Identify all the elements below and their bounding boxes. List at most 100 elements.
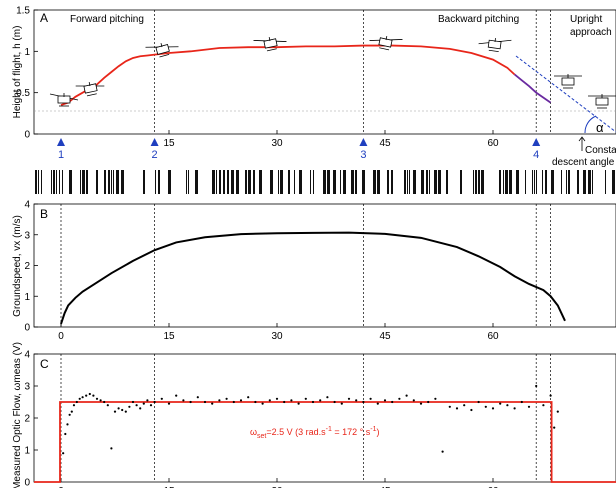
strip-bar <box>426 170 428 194</box>
strip-bar <box>460 170 462 194</box>
optic-flow-point <box>283 400 286 404</box>
panel-c-points <box>62 384 559 455</box>
y-tick-label: 3 <box>24 382 30 393</box>
drone-icon <box>145 43 179 58</box>
optic-flow-point <box>369 397 372 400</box>
strip-bar <box>592 170 593 194</box>
panel-c-axis-ticks: 0 1 2 3 4 0 15 30 45 60 <box>24 350 499 488</box>
panel-a-event-lines <box>154 10 551 134</box>
y-tick-label: 4 <box>24 200 30 211</box>
optic-flow-point <box>254 400 257 404</box>
strip-bar <box>223 170 225 194</box>
strip-bar <box>186 170 187 194</box>
optic-flow-point <box>491 407 495 410</box>
strip-bar <box>351 170 354 194</box>
strip-bar <box>577 170 579 194</box>
event-marker-triangle <box>359 138 368 146</box>
strip-bar <box>404 170 406 194</box>
x-tick-label: 60 <box>487 486 499 488</box>
optic-flow-point <box>182 399 185 402</box>
panel-c-ylabel: Measured Optic Flow, ωmeas (V) <box>12 342 23 488</box>
strip-bar <box>605 170 606 194</box>
strip-bar <box>299 170 302 194</box>
optic-flow-point <box>268 399 271 402</box>
optic-flow-point <box>196 396 199 399</box>
setpoint-step-line <box>34 401 616 483</box>
x-tick-label: 45 <box>379 331 391 342</box>
drone-icon <box>478 37 512 53</box>
strip-bar <box>355 170 357 194</box>
strip-bar <box>51 170 52 194</box>
strip-bar <box>111 170 112 194</box>
strip-bar <box>216 170 217 194</box>
strip-bar <box>509 170 512 194</box>
x-tick-label: 45 <box>379 138 391 149</box>
optic-flow-point <box>135 404 138 407</box>
optic-flow-point <box>290 399 293 402</box>
strip-bar <box>82 170 85 194</box>
optic-flow-point <box>347 397 351 400</box>
strip-bar <box>532 170 533 194</box>
strip-bar <box>566 170 567 194</box>
optic-flow-point <box>239 399 243 402</box>
optic-flow-point <box>470 408 473 412</box>
strip-bar <box>270 170 273 194</box>
x-tick-label: 45 <box>379 486 391 488</box>
strip-bar <box>278 170 279 194</box>
strip-bar <box>568 170 570 194</box>
strip-bar <box>104 170 106 194</box>
optic-flow-point <box>81 396 84 399</box>
descent-slope-line <box>515 55 616 133</box>
panel-c: C Measured Optic Flow, ωmeas (V) 0 1 2 3 4 0 1… <box>12 342 616 488</box>
groundspeed-series-line <box>60 231 566 325</box>
panel-a-markers: 1 2 3 4 <box>57 138 541 161</box>
optic-flow-point <box>139 407 142 410</box>
strip-bar <box>391 170 393 194</box>
panel-b-axis-ticks: 0 1 2 3 4 0 15 30 45 60 <box>24 200 499 343</box>
constant-descent-arrow <box>578 136 586 151</box>
strip-bar <box>327 170 330 194</box>
event-marker-triangle <box>57 138 65 146</box>
strip-bar <box>413 170 416 194</box>
y-tick-label: 2 <box>24 414 30 425</box>
panel-b-event-lines <box>60 204 551 327</box>
x-tick-label: 30 <box>271 331 283 342</box>
event-marker-label: 3 <box>360 149 366 161</box>
optic-flow-point <box>160 397 163 400</box>
descent-angle-symbol: α <box>596 120 604 135</box>
y-tick-label: 1 <box>24 292 30 303</box>
annotation-constant-line2: descent angle <box>552 157 615 168</box>
optic-flow-point <box>218 399 221 402</box>
optic-flow-point <box>355 399 358 402</box>
strip-bar <box>340 170 341 194</box>
optic-flow-point <box>499 402 502 405</box>
strip-bar <box>248 170 251 194</box>
optic-flow-point <box>75 400 78 404</box>
panel-b-frame <box>33 203 616 328</box>
phase-upright-label-line2: approach <box>570 27 612 38</box>
optic-flow-point <box>362 400 365 404</box>
panel-c-frame <box>33 353 616 483</box>
strip-bar <box>253 170 255 194</box>
optic-flow-point <box>391 400 394 404</box>
strip-bar <box>421 170 424 194</box>
optic-flow-point <box>113 410 117 413</box>
strip-bar <box>362 170 365 194</box>
strip-bar <box>310 170 311 194</box>
optic-flow-point <box>427 400 430 404</box>
event-marker-label: 4 <box>533 149 539 161</box>
strip-bar <box>407 170 408 194</box>
panel-b-ylabel: Groundspeed, vx (m/s) <box>12 215 23 317</box>
strip-bar <box>96 170 98 194</box>
strip-bar <box>561 170 562 194</box>
optic-flow-point <box>441 450 444 453</box>
x-tick-label: 60 <box>487 331 499 342</box>
x-tick-label: 15 <box>163 138 175 149</box>
optic-flow-point <box>146 399 149 402</box>
optic-flow-point <box>149 404 153 407</box>
strip-bar <box>143 170 145 194</box>
x-tick-label: 30 <box>271 138 283 149</box>
optic-flow-point <box>506 404 509 407</box>
optic-flow-point <box>333 400 336 404</box>
strip-bar <box>121 170 124 194</box>
